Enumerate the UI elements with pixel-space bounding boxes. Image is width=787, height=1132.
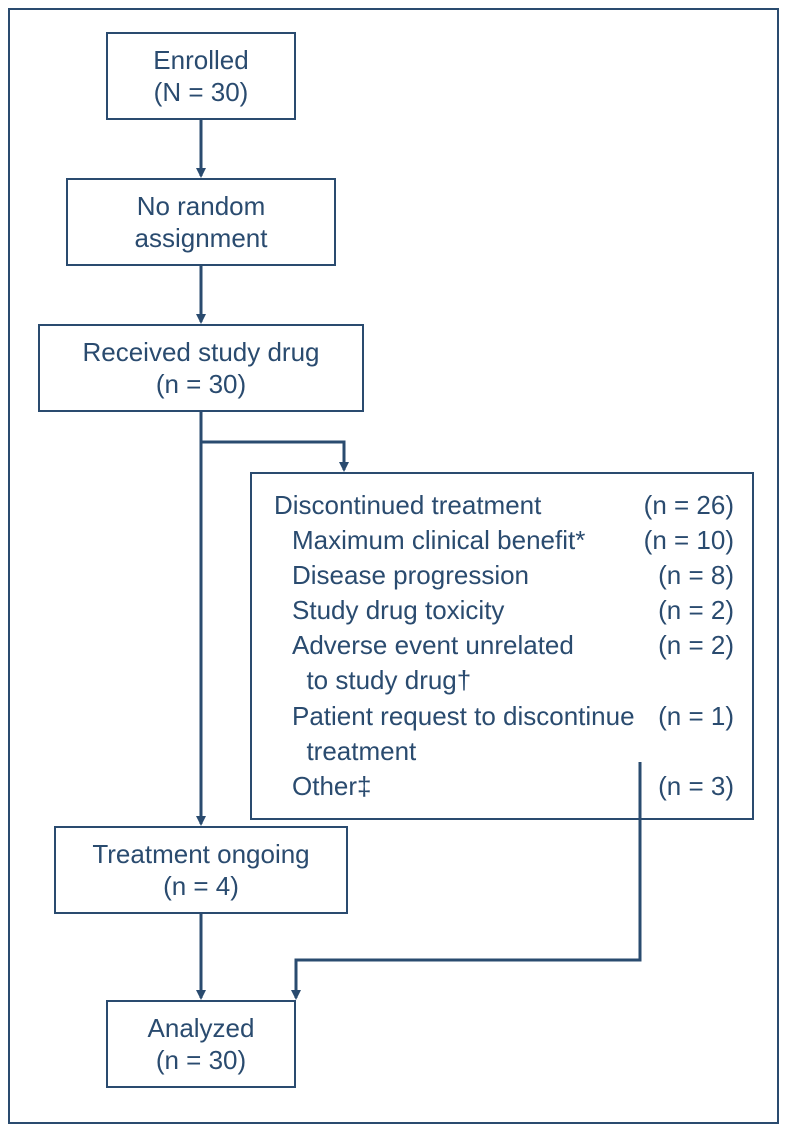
detail-count: (n = 8) <box>646 558 734 593</box>
node-text: No random <box>137 190 266 223</box>
detail-label: Study drug toxicity <box>274 593 504 628</box>
detail-label: Other‡ <box>274 769 372 804</box>
node-received: Received study drug (n = 30) <box>38 324 364 412</box>
detail-header: Discontinued treatment (n = 26) <box>274 488 734 523</box>
detail-item: Study drug toxicity (n = 2) <box>274 593 734 628</box>
node-discontinued: Discontinued treatment (n = 26) Maximum … <box>250 472 754 820</box>
node-text: assignment <box>135 222 268 255</box>
detail-item: Maximum clinical benefit* (n = 10) <box>274 523 734 558</box>
detail-item: Patient request to discontinue treatment… <box>274 699 734 769</box>
node-text: Treatment ongoing <box>92 838 309 871</box>
detail-label: Maximum clinical benefit* <box>274 523 585 558</box>
node-no-random: No random assignment <box>66 178 336 266</box>
node-text: (N = 30) <box>154 76 249 109</box>
detail-item: Other‡ (n = 3) <box>274 769 734 804</box>
flowchart-canvas: Enrolled (N = 30) No random assignment R… <box>0 0 787 1132</box>
detail-count: (n = 3) <box>646 769 734 804</box>
node-enrolled: Enrolled (N = 30) <box>106 32 296 120</box>
node-text: (n = 30) <box>156 368 246 401</box>
detail-item: Adverse event unrelated to study drug† (… <box>274 628 734 698</box>
node-text: Received study drug <box>82 336 319 369</box>
node-text: (n = 4) <box>163 870 239 903</box>
node-ongoing: Treatment ongoing (n = 4) <box>54 826 348 914</box>
detail-item: Disease progression (n = 8) <box>274 558 734 593</box>
node-text: Enrolled <box>153 44 248 77</box>
node-text: Analyzed <box>148 1012 255 1045</box>
detail-label: Adverse event unrelated to study drug† <box>274 628 574 698</box>
detail-label: Disease progression <box>274 558 529 593</box>
node-text: (n = 30) <box>156 1044 246 1077</box>
detail-count: (n = 10) <box>632 523 734 558</box>
detail-count: (n = 2) <box>646 593 734 628</box>
detail-count: (n = 2) <box>646 628 734 663</box>
detail-count: (n = 26) <box>632 488 734 523</box>
detail-label: Patient request to discontinue treatment <box>274 699 635 769</box>
detail-count: (n = 1) <box>646 699 734 734</box>
detail-label: Discontinued treatment <box>274 488 541 523</box>
node-analyzed: Analyzed (n = 30) <box>106 1000 296 1088</box>
